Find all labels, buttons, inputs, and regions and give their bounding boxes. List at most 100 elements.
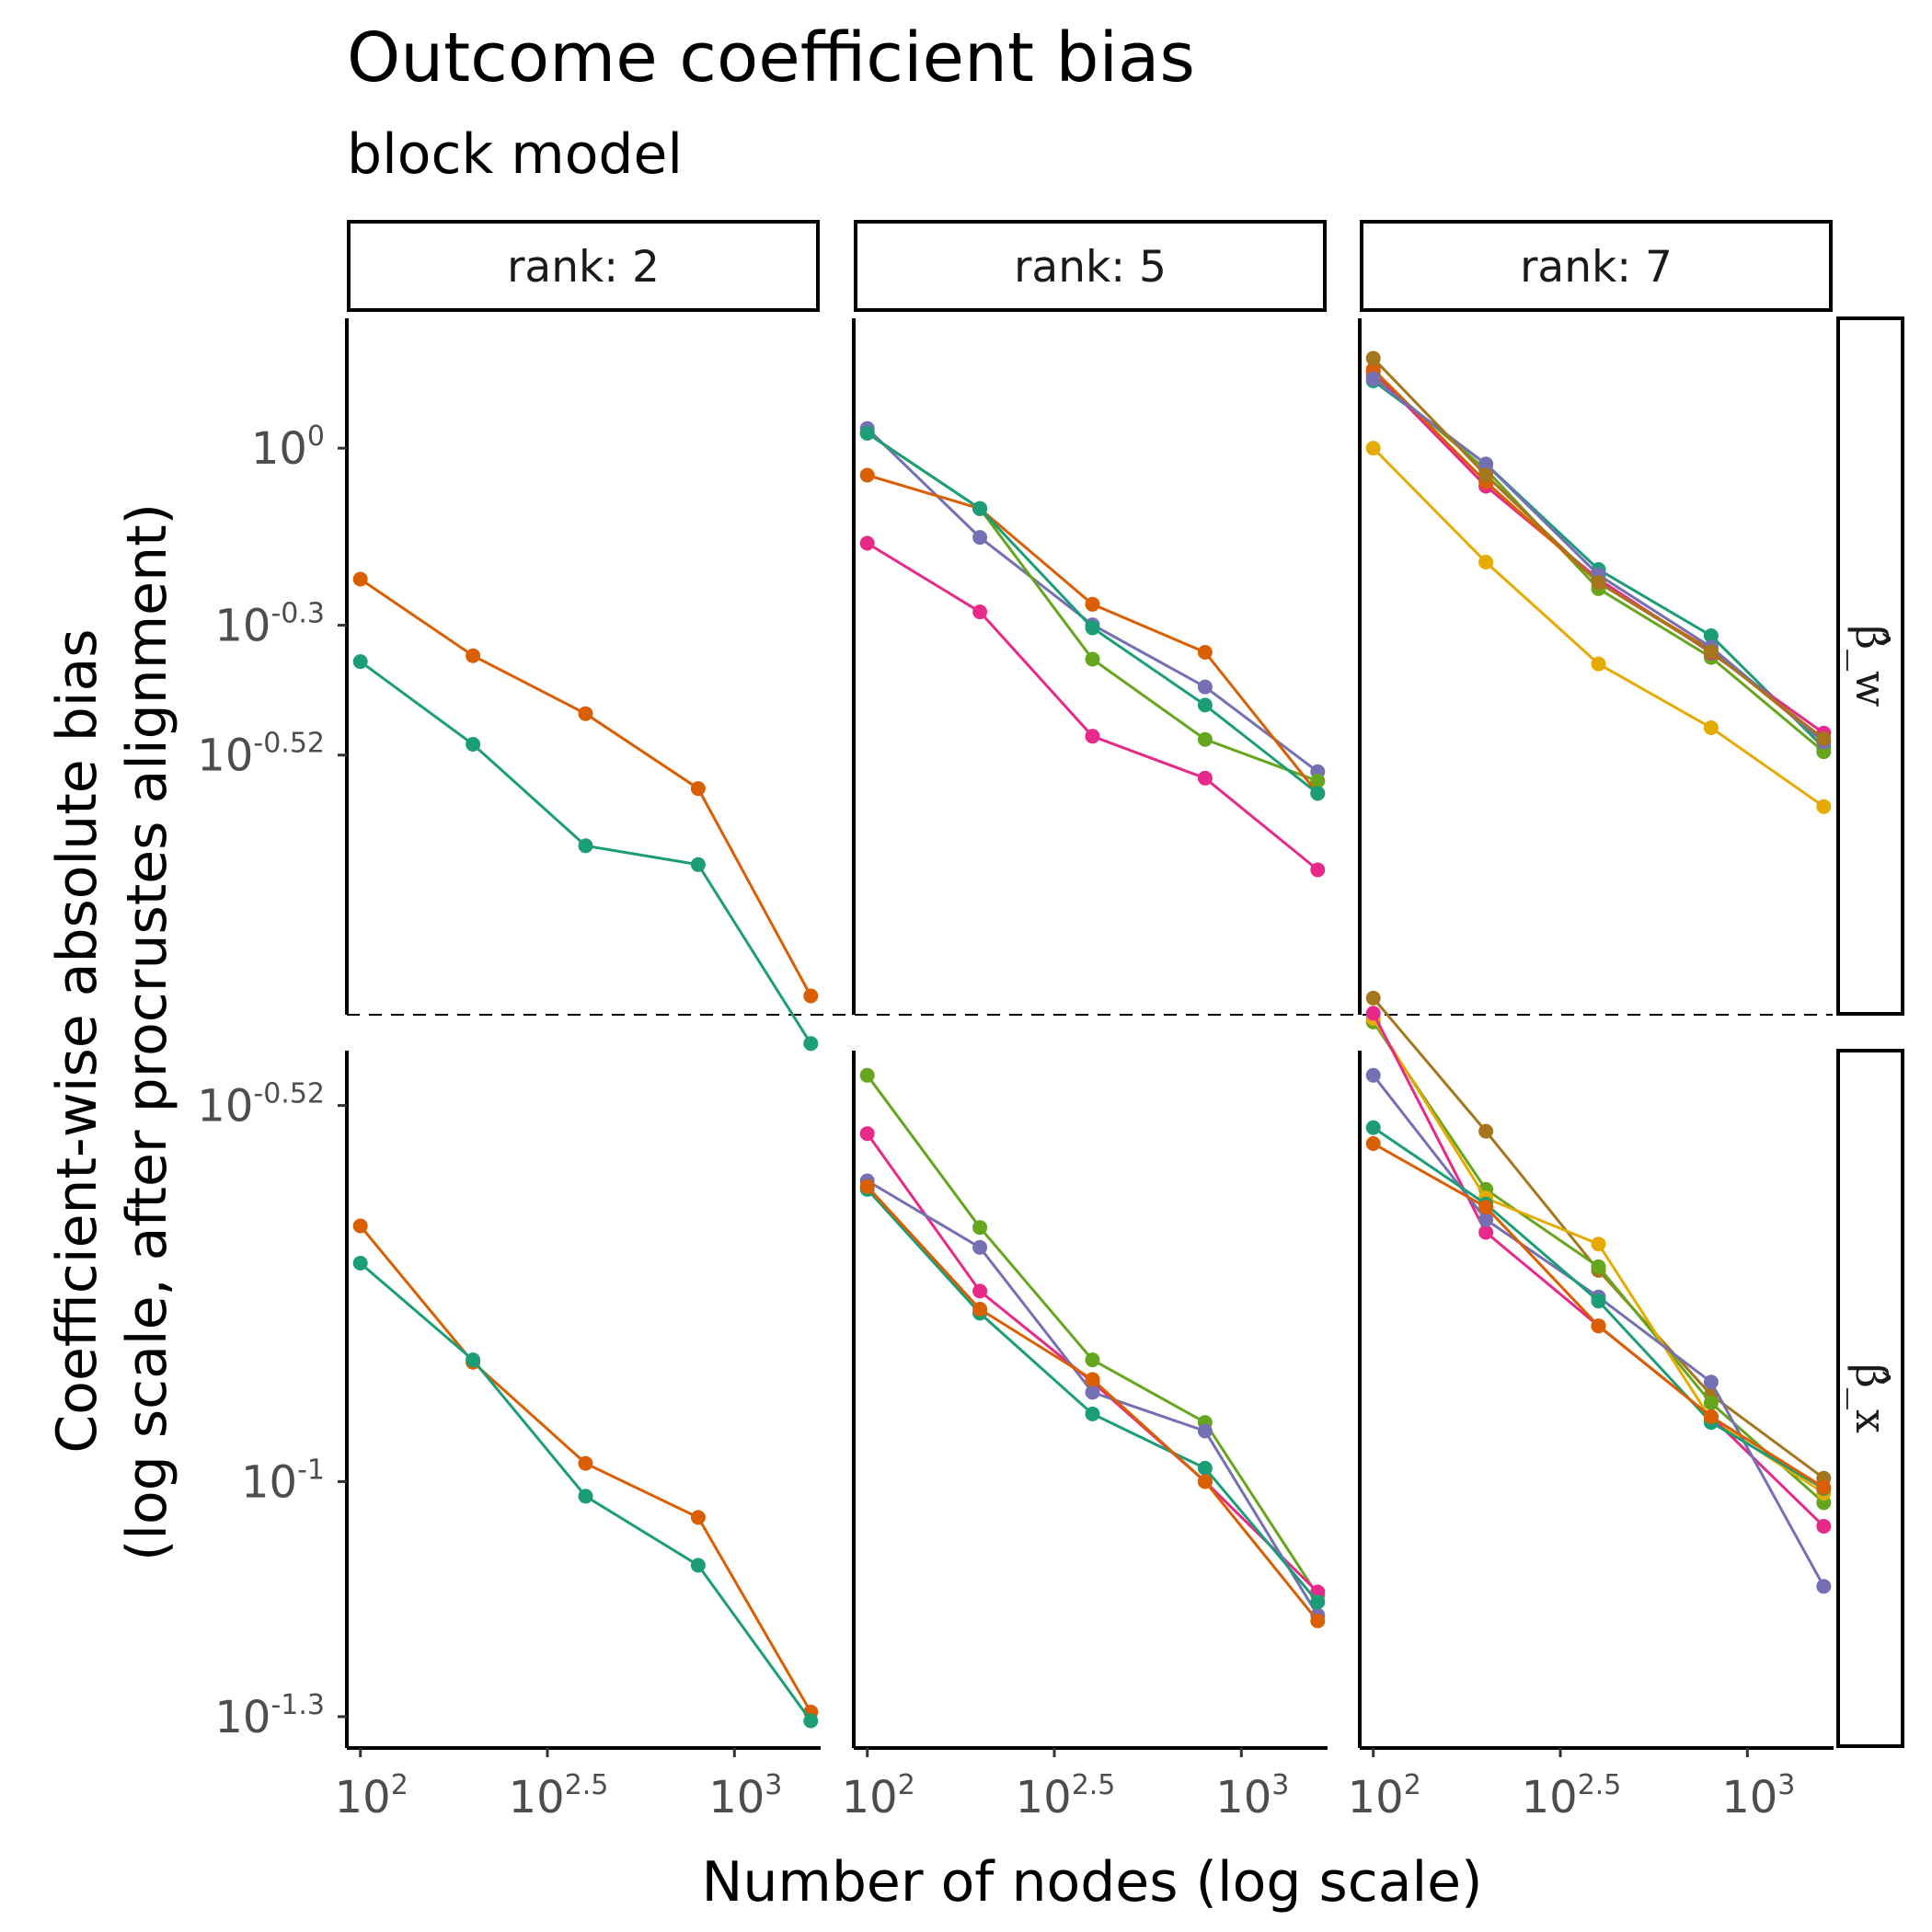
x-axis-title: Number of nodes (log scale) <box>701 1850 1482 1915</box>
series <box>1365 441 1832 814</box>
y-axis-title: Coefficient-wise absolute bias (log scal… <box>45 503 179 1561</box>
data-point <box>803 1036 819 1052</box>
series <box>352 1256 819 1729</box>
data-point <box>466 648 481 663</box>
data-point <box>1591 1259 1606 1274</box>
panel-r0-c2 <box>1358 318 1832 1015</box>
x-tick-label: 102.5 <box>1522 1769 1622 1823</box>
x-tick-label: 102 <box>842 1769 915 1823</box>
data-point <box>1816 1479 1832 1495</box>
column-strip-1: rank: 5 <box>854 220 1327 312</box>
y-tick-label: 10-1 <box>241 1454 325 1508</box>
data-point <box>1591 1318 1606 1334</box>
panel-r1-c1: 102 102.5 103 <box>842 1051 1328 1823</box>
data-point <box>690 1558 706 1573</box>
data-point <box>466 1352 481 1368</box>
data-point <box>1365 441 1381 456</box>
data-point <box>1365 1120 1381 1135</box>
data-point <box>1816 730 1832 746</box>
data-point <box>1085 1406 1100 1421</box>
series-line <box>1372 447 1825 808</box>
data-point <box>352 571 368 587</box>
data-point <box>1310 786 1326 801</box>
data-point <box>690 1510 706 1525</box>
panel-r1-c2: 102 102.5 103 <box>1348 990 1834 1823</box>
data-point <box>972 530 988 546</box>
series <box>859 425 1326 801</box>
data-point <box>690 781 706 797</box>
row-strip-label: β̂_w <box>1846 626 1896 707</box>
data-point <box>1591 1236 1606 1252</box>
panel-r1-c0: 102 102.5 103 <box>335 1218 821 1823</box>
x-tick-label: 103 <box>708 1769 782 1823</box>
data-point <box>1478 555 1494 569</box>
chart-title: Outcome coefficient bias <box>347 18 1195 98</box>
data-point <box>972 604 988 620</box>
data-point <box>1085 651 1100 667</box>
data-point <box>1816 799 1832 814</box>
column-strip-0: rank: 2 <box>347 220 820 312</box>
data-point <box>578 706 593 721</box>
data-point <box>972 500 988 516</box>
column-strip-label: rank: 2 <box>507 242 660 293</box>
data-point <box>1703 628 1719 643</box>
row-strip-0: β̂_w <box>1836 316 1904 1016</box>
data-point <box>1478 1212 1494 1227</box>
data-point <box>1310 862 1326 878</box>
data-point <box>1197 1460 1213 1476</box>
x-tick-label: 102 <box>335 1769 408 1823</box>
data-point <box>859 467 875 483</box>
data-point <box>1365 1136 1381 1151</box>
series <box>1365 1011 1832 1501</box>
series <box>859 535 1326 878</box>
data-point <box>1085 1385 1100 1400</box>
series <box>1365 1136 1832 1495</box>
data-point <box>1478 1225 1494 1240</box>
x-tick-label: 102.5 <box>509 1769 609 1823</box>
panel-r0-c0 <box>352 571 819 1052</box>
data-point <box>1197 770 1213 786</box>
series <box>352 1218 819 1719</box>
column-strip-label: rank: 7 <box>1520 242 1673 293</box>
panel-r0-c1 <box>852 318 1326 1015</box>
x-tick-label: 103 <box>1215 1769 1289 1823</box>
data-point <box>859 535 875 551</box>
data-point <box>352 654 368 670</box>
data-point <box>1816 1579 1832 1594</box>
series <box>1365 351 1832 746</box>
data-point <box>1197 1423 1213 1439</box>
series <box>859 1179 1326 1628</box>
data-point <box>1365 1006 1381 1021</box>
y-tick-label: 100 <box>251 420 325 475</box>
y-tick-label: 10-0.52 <box>197 728 325 782</box>
data-point <box>1478 1123 1494 1139</box>
data-point <box>859 425 875 441</box>
column-strip-2: rank: 7 <box>1360 220 1833 312</box>
chart-subtitle: block model <box>347 122 683 187</box>
series-line <box>1372 1142 1825 1489</box>
y-axis-title-line-1: Coefficient-wise absolute bias <box>45 628 109 1453</box>
data-point <box>1816 1519 1832 1534</box>
y-axis-title-line-2: (log scale, after procrustes alignment) <box>115 503 179 1561</box>
data-point <box>1365 1067 1381 1083</box>
data-point <box>1310 773 1326 788</box>
data-point <box>1365 371 1381 386</box>
x-tick-label: 102.5 <box>1016 1769 1116 1823</box>
data-point <box>1085 1372 1100 1387</box>
data-point <box>1310 1613 1326 1628</box>
data-point <box>1703 1374 1719 1390</box>
data-point <box>1197 697 1213 713</box>
y-tick-label: 10-0.3 <box>214 598 325 652</box>
y-tick-label: 10-0.52 <box>197 1078 325 1133</box>
data-point <box>690 857 706 872</box>
data-point <box>1478 467 1494 483</box>
data-point <box>1085 596 1100 612</box>
data-point <box>578 1489 593 1504</box>
series-line <box>866 1185 1319 1622</box>
series <box>352 654 819 1052</box>
data-point <box>578 838 593 854</box>
data-point <box>1703 1409 1719 1424</box>
data-point <box>803 1713 819 1729</box>
